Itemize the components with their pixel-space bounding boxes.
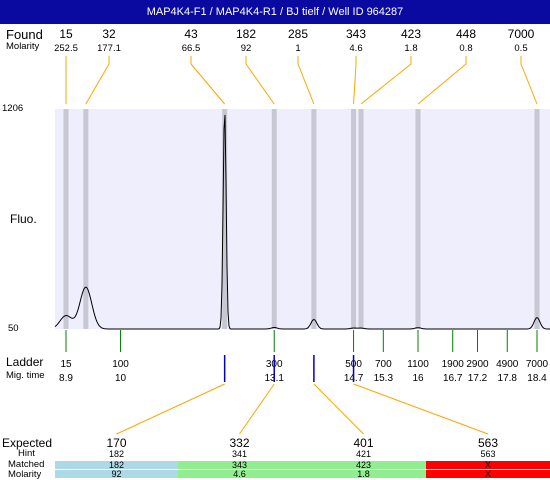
ladder-time-8: 17.8 — [498, 373, 518, 384]
expected-matched-0: 182 — [55, 461, 178, 470]
peak-band-4 — [311, 109, 317, 329]
found-molarity-5: 4.6 — [349, 43, 362, 54]
ladder-size-5: 1100 — [407, 359, 429, 370]
expected-matched-3: X — [426, 461, 550, 470]
expected-hint-1: 341 — [232, 449, 247, 459]
expected-hint-3: 563 — [480, 449, 495, 459]
hint-label: Hint — [18, 448, 35, 459]
ladder-time-6: 16.7 — [443, 373, 463, 384]
found-molarity-4: 1 — [295, 43, 300, 54]
found-molarity-7: 0.8 — [459, 43, 472, 54]
peak-band-6 — [358, 109, 364, 329]
ladder-time-0: 8.9 — [59, 373, 73, 384]
ladder-size-4: 700 — [375, 359, 392, 370]
expected-leader-3 — [353, 383, 489, 435]
found-label: Found — [6, 27, 43, 42]
found-leader-3 — [245, 63, 275, 105]
expected-leader-0 — [116, 383, 225, 435]
ladder-time-4: 15.3 — [374, 373, 394, 384]
y-tick-bottom: 50 — [8, 323, 19, 334]
peak-band-2 — [222, 109, 228, 329]
found-size-6: 423 — [401, 27, 421, 41]
found-size-3: 182 — [236, 27, 256, 41]
found-molarity-1: 177.1 — [97, 43, 121, 54]
ladder-time-1: 10 — [115, 373, 127, 384]
found-size-2: 43 — [184, 27, 198, 41]
peak-band-7 — [415, 109, 421, 329]
found-size-4: 285 — [288, 27, 308, 41]
ladder-size-0: 15 — [60, 359, 72, 370]
expected-molarity-1: 4.6 — [178, 470, 301, 479]
found-size-5: 343 — [346, 27, 366, 41]
expected-molarity-2: 1.8 — [301, 470, 426, 479]
expected-molarity-3: X — [426, 470, 550, 479]
peak-band-0 — [63, 109, 69, 329]
expected-matched-2: 423 — [301, 461, 426, 470]
signal-trace — [54, 114, 550, 330]
ladder-time-7: 17.2 — [468, 373, 488, 384]
found-leader-6 — [360, 63, 412, 105]
plot-background — [55, 109, 550, 329]
molarity-label: Molarity — [6, 41, 40, 52]
ladder-size-6: 1900 — [442, 359, 465, 370]
expected-size-1: 332 — [229, 436, 249, 450]
found-size-8: 7000 — [508, 27, 535, 41]
y-tick-top: 1206 — [2, 103, 24, 114]
expected-leader-2 — [313, 383, 364, 435]
expected-label: Expected — [2, 436, 53, 450]
chart-title: MAP4K4-F1 / MAP4K4-R1 / BJ tielf / Well … — [0, 0, 550, 24]
peak-band-3 — [271, 109, 277, 329]
peak-band-1 — [83, 109, 89, 329]
found-size-1: 32 — [102, 27, 116, 41]
expected-matched-1: 343 — [178, 461, 301, 470]
peak-band-5 — [351, 109, 357, 329]
ladder-size-7: 2900 — [466, 359, 489, 370]
expected-hint-2: 421 — [356, 449, 371, 459]
ladder-time-5: 16 — [412, 373, 424, 384]
found-leader-2 — [190, 63, 226, 105]
found-size-0: 15 — [59, 27, 73, 41]
found-leader-5 — [353, 63, 357, 105]
found-leader-7 — [417, 63, 467, 105]
found-leader-4 — [297, 63, 315, 105]
ladder-size-9: 7000 — [526, 359, 549, 370]
fluo-axis-label: Fluo. — [10, 212, 37, 226]
expected-leader-1 — [239, 383, 275, 435]
mig-time-label: Mig. time — [6, 370, 45, 381]
found-molarity-8: 0.5 — [514, 43, 527, 54]
expected-size-2: 401 — [353, 436, 373, 450]
ladder-size-1: 100 — [112, 359, 129, 370]
found-molarity-2: 66.5 — [182, 43, 201, 54]
found-leader-8 — [520, 63, 538, 105]
expected-molarity-0: 92 — [55, 470, 178, 479]
expected-size-3: 563 — [478, 436, 498, 450]
found-molarity-6: 1.8 — [404, 43, 417, 54]
ladder-time-9: 18.4 — [527, 373, 547, 384]
found-leader-1 — [85, 63, 110, 105]
matched-label: Matched — [8, 459, 45, 470]
found-size-7: 448 — [456, 27, 476, 41]
molarity-bottom-label: Molarity — [8, 469, 42, 480]
found-molarity-3: 92 — [241, 43, 252, 54]
peak-band-8 — [534, 109, 540, 329]
ladder-size-8: 4900 — [496, 359, 519, 370]
expected-size-0: 170 — [106, 436, 126, 450]
found-molarity-0: 252.5 — [54, 43, 78, 54]
ladder-label: Ladder — [6, 355, 44, 369]
expected-hint-0: 182 — [109, 449, 124, 459]
